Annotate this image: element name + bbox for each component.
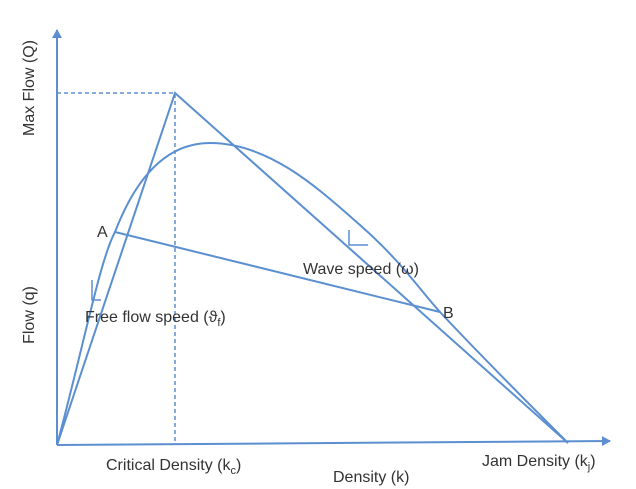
label: ) [236,457,241,474]
point-a: A [97,224,108,241]
label: Density (k) [333,469,409,486]
triangle [56,91,569,446]
y-axis-top-label: Max Flow (Q) [21,40,38,136]
label: Wave speed (ω) [303,261,419,278]
y-axis-label: Flow (q) [21,286,38,344]
chord-ab [114,231,441,313]
subscript: j [587,461,590,473]
wave-speed-label: Wave speed (ω) [303,261,419,278]
slope-marker [348,230,368,246]
label: Jam Density (k [482,453,589,470]
label: Free flow speed (ϑ [85,309,218,326]
label: ) [220,309,225,326]
slope-marker [91,280,101,301]
x-axis-label: Density (k) [333,469,409,486]
point-b: B [443,305,454,322]
label: Critical Density (k [106,457,231,474]
label: A [97,224,108,241]
flow-curve [56,141,569,446]
label: Max Flow (Q) [21,40,38,136]
subscript: f [217,317,221,329]
critical-density-label: Critical Density (kc) [106,457,241,477]
label: ) [590,453,595,470]
free-flow-label: Free flow speed (ϑf) [85,309,226,329]
jam-density-label: Jam Density (kj) [482,453,596,473]
x-axis [56,436,611,447]
subscript: c [230,465,236,477]
max-flow-guide [57,92,176,445]
label: Flow (q) [21,286,38,344]
label: B [443,305,454,322]
